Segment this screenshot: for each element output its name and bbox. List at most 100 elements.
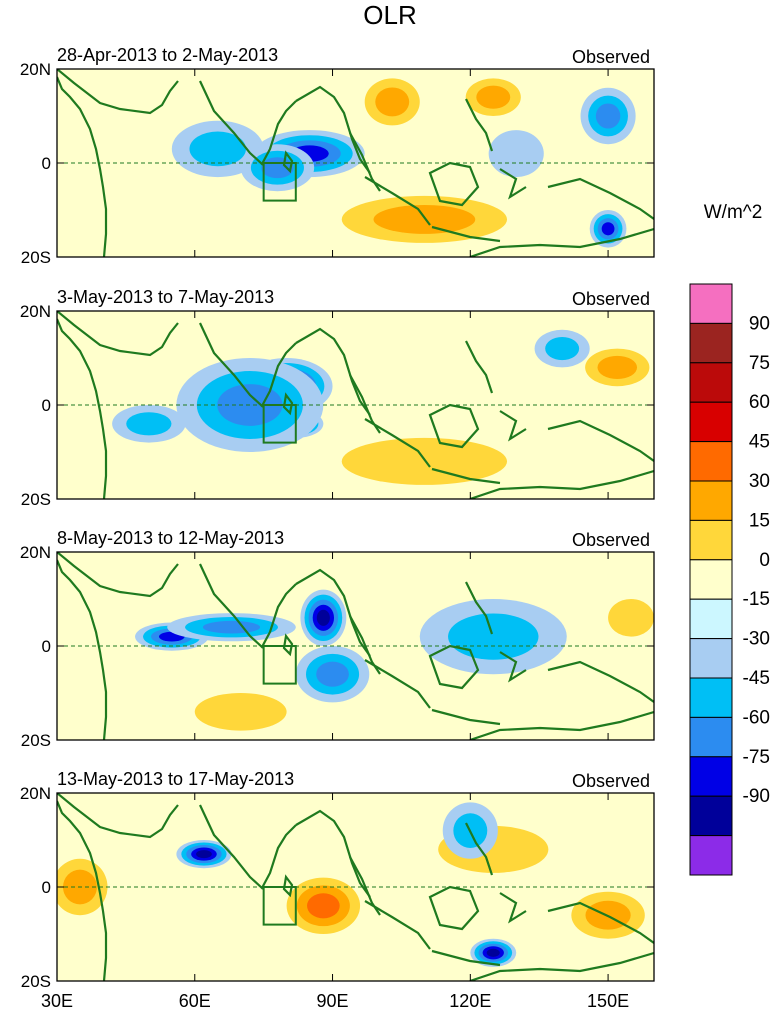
coastline [364, 659, 431, 709]
anomaly-contour [261, 157, 294, 179]
colorbar-tick-label: -45 [743, 668, 770, 689]
colorbar-swatch [689, 283, 733, 324]
y-tick-label: 20S [21, 248, 51, 267]
anomaly-contour [202, 620, 261, 634]
x-tick-label: 60E [179, 991, 211, 1011]
coastline [282, 150, 294, 174]
colorbar-swatch [689, 362, 733, 403]
anomaly-contour [307, 893, 340, 919]
anomaly-contour [608, 599, 654, 637]
colorbar-tick-label: -75 [743, 747, 770, 768]
colorbar-swatch [689, 401, 733, 443]
coastline [499, 651, 527, 683]
colorbar-unit-label: W/m^2 [704, 202, 763, 223]
y-tick-label: 20N [20, 543, 51, 562]
colorbar-tick-label: 45 [749, 432, 770, 453]
coastline [295, 327, 371, 416]
colorbar-swatch [689, 322, 733, 364]
coastline [282, 874, 294, 898]
panel-observed-label: Observed [572, 771, 650, 791]
coastline [199, 804, 297, 890]
coastline [465, 581, 494, 635]
coastline [431, 949, 501, 967]
colorbar-tick-label: 0 [759, 550, 770, 571]
colorbar-tick-label: 15 [749, 510, 770, 531]
y-tick-label: 20S [21, 490, 51, 509]
colorbar-swatch [689, 598, 733, 640]
coastline [349, 374, 381, 434]
coastline [349, 615, 381, 675]
coastline [282, 392, 294, 416]
anomaly-contour [126, 412, 172, 436]
anomaly-contour [597, 355, 638, 379]
coastline [499, 410, 527, 442]
y-tick-label: 0 [42, 154, 51, 173]
anomaly-contour [189, 131, 246, 167]
colorbar-swatch [689, 638, 733, 679]
y-tick-label: 0 [42, 878, 51, 897]
anomaly-contour [316, 609, 330, 626]
y-tick-label: 20N [20, 60, 51, 79]
x-tick-label: 150E [587, 991, 629, 1011]
coastline [349, 856, 381, 916]
anomaly-contour [486, 948, 500, 957]
colorbar-swatch [689, 480, 733, 521]
colorbar-tick-label: -15 [743, 589, 770, 610]
panel-observed-label: Observed [572, 289, 650, 309]
anomaly-contour [373, 204, 476, 234]
colorbar-tick-label: -60 [743, 707, 770, 728]
coastline [349, 132, 381, 192]
coastline [547, 901, 654, 944]
coastline [431, 467, 501, 485]
coastline [364, 176, 431, 226]
anomaly-contour [341, 437, 508, 485]
coastline [547, 660, 654, 703]
index-box [262, 404, 297, 444]
coastline [364, 418, 431, 468]
panel-date-range: 28-Apr-2013 to 2-May-2013 [57, 45, 278, 65]
y-tick-label: 20S [21, 731, 51, 750]
coastline [469, 710, 654, 740]
colorbar-swatch [689, 677, 733, 718]
colorbar-tick-label: 75 [749, 353, 770, 374]
colorbar-tick-label: 30 [749, 471, 770, 492]
panel-date-range: 3-May-2013 to 7-May-2013 [57, 287, 274, 307]
coastlines [57, 311, 654, 499]
panel-date-range: 8-May-2013 to 12-May-2013 [57, 528, 284, 548]
colorbar-swatch [689, 441, 733, 482]
y-tick-label: 20N [20, 784, 51, 803]
map-panels: 20N 0 20S 28-Apr-2013 to 2-May-2013 Observed… [20, 45, 655, 1011]
coastline [469, 951, 654, 981]
colorbar-tick-label: -90 [743, 786, 770, 807]
map-panel: 20N 0 20S 13-May-2013 to 17-May-2013 Observe… [20, 769, 655, 991]
coastline [465, 822, 494, 876]
olr-field [57, 552, 654, 740]
figure-title: OLR [363, 0, 416, 30]
colorbar-swatch [689, 795, 733, 837]
map-panel: 20N 0 20S 8-May-2013 to 12-May-2013 Observed [20, 528, 655, 750]
colorbar: 90 75 60 45 30 15 0 -15 -30 -45 -60 -75 -90 [689, 283, 770, 876]
y-tick-label: 0 [42, 637, 51, 656]
coastline [431, 708, 501, 726]
anomaly-contour [375, 87, 410, 117]
x-tick-label: 120E [449, 991, 491, 1011]
anomaly-contour [448, 613, 539, 660]
anomaly-contour [488, 130, 544, 178]
anomaly-contour [316, 661, 349, 687]
coastline [465, 340, 494, 394]
coastline [499, 892, 527, 924]
coastline [282, 633, 294, 657]
coastline [469, 469, 654, 499]
anomaly-contour [601, 222, 615, 236]
anomaly-contour [476, 85, 511, 109]
coastline [547, 419, 654, 462]
y-tick-label: 20S [21, 972, 51, 991]
coastline [431, 225, 501, 243]
coastline [57, 793, 179, 839]
coastline [199, 563, 297, 649]
coastline [57, 552, 179, 598]
coastline [57, 69, 179, 115]
colorbar-tick-label: 60 [749, 392, 770, 413]
coastline [499, 168, 527, 200]
